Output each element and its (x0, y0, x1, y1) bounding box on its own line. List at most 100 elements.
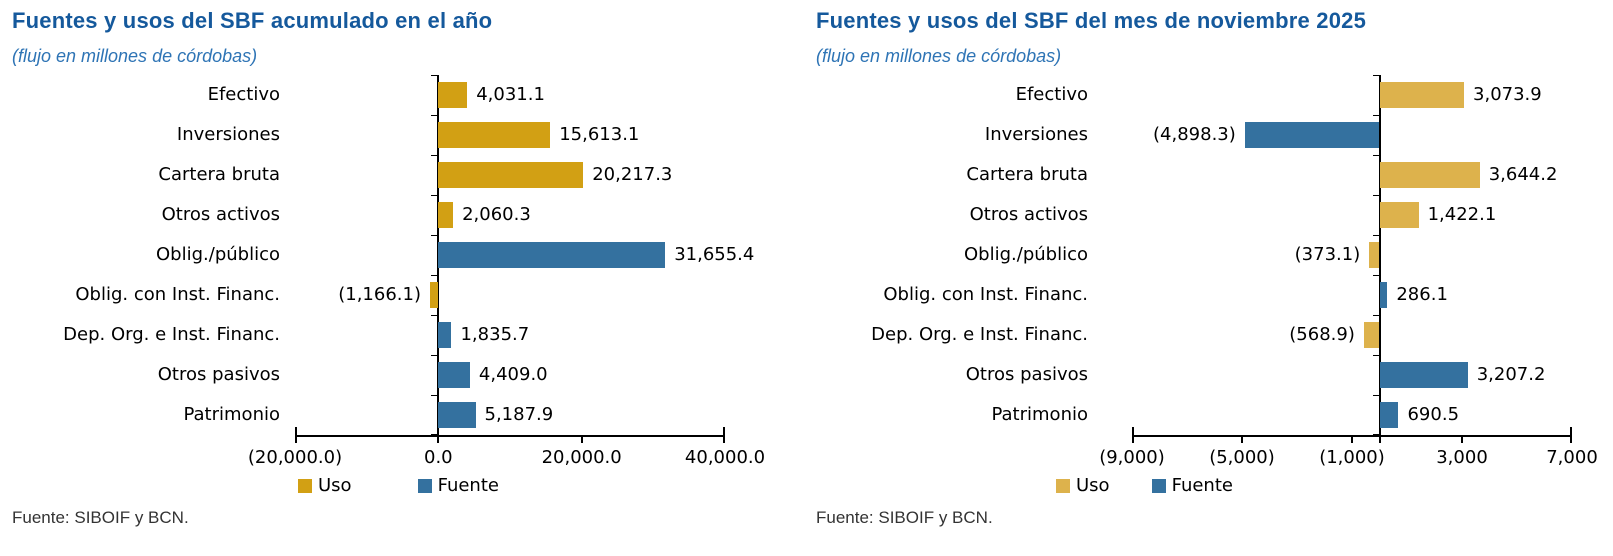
category-axis-tick (1372, 155, 1379, 156)
category-label: Oblig./público (156, 244, 280, 265)
category-label: Patrimonio (991, 404, 1088, 425)
x-axis-tick-label: 7,000 (1546, 447, 1598, 468)
value-label: 3,644.2 (1488, 164, 1558, 185)
category-axis-line (1378, 75, 1381, 443)
legend-item-uso: Uso (1056, 475, 1110, 496)
bar (1369, 242, 1380, 268)
x-axis-tick-label: (1,000) (1319, 447, 1385, 468)
source-note: Fuente: SIBOIF y BCN. (12, 508, 189, 527)
value-label: 4,409.0 (478, 364, 548, 385)
bar (1379, 282, 1388, 308)
x-axis-tick-label: 40,000.0 (684, 447, 766, 468)
legend-swatch (1151, 478, 1166, 493)
x-axis-tick (1461, 435, 1463, 443)
x-axis-end-tick (1132, 427, 1134, 435)
value-label: 2,060.3 (462, 204, 531, 225)
value-label: (4,898.3) (1153, 124, 1236, 145)
category-label: Oblig./público (964, 244, 1088, 265)
category-axis-tick (1372, 355, 1379, 356)
bar (1363, 322, 1380, 348)
x-axis-tick-label: (5,000) (1209, 447, 1275, 468)
bar (1379, 202, 1419, 228)
x-axis-line (295, 435, 725, 437)
value-label: 4,031.1 (476, 84, 545, 105)
x-axis-tick-label: 20,000.0 (541, 447, 622, 468)
bar (1379, 162, 1480, 188)
x-axis-end-tick (295, 427, 297, 435)
category-axis-tick (431, 315, 438, 316)
legend-item-fuente: Fuente (1151, 475, 1233, 496)
x-axis-tick (1570, 435, 1572, 443)
x-axis-tick-label: 0.0 (424, 447, 453, 468)
category-label: Otros pasivos (965, 364, 1088, 385)
x-axis-tick-label: (9,000) (1099, 447, 1165, 468)
x-axis-end-tick (1570, 427, 1572, 435)
category-axis-tick (431, 115, 438, 116)
category-axis-tick (1372, 195, 1379, 196)
value-label: 3,207.2 (1476, 364, 1546, 385)
chart-subtitle: (flujo en millones de córdobas) (816, 46, 1062, 66)
bar (438, 122, 551, 148)
legend-item-fuente: Fuente (417, 475, 499, 496)
value-label: 286.1 (1396, 284, 1448, 305)
legend-swatch (1056, 478, 1070, 493)
category-axis-tick (431, 195, 438, 196)
bar (438, 402, 476, 428)
chart-panel: Fuentes y usos del SBF del mes de noviem… (816, 0, 1613, 556)
legend-swatch (298, 478, 312, 493)
category-axis-tick (1372, 115, 1379, 116)
category-label: Cartera bruta (158, 164, 280, 185)
x-axis-tick-label: 3,000 (1436, 447, 1488, 468)
x-axis-tick (723, 435, 725, 443)
category-label: Otros activos (969, 204, 1088, 225)
bar (438, 362, 470, 388)
value-label: 31,655.4 (674, 244, 755, 265)
chart-title: Fuentes y usos del SBF acumulado en el a… (12, 8, 493, 33)
category-axis-tick (431, 395, 438, 396)
value-label: 5,187.9 (484, 404, 554, 425)
category-label: Dep. Org. e Inst. Financ. (871, 324, 1088, 345)
value-label: 3,073.9 (1473, 84, 1542, 105)
category-label: Cartera bruta (966, 164, 1088, 185)
value-label: (373.1) (1294, 244, 1361, 265)
bar (438, 242, 666, 268)
chart-body: Efectivo Inversiones Cartera bruta Otros ac… (12, 75, 804, 475)
category-label: Efectivo (1015, 84, 1088, 105)
category-axis-tick (1372, 275, 1379, 276)
plot-area: 4,031.1 15,613.1 20,217.3 2,060.3 31,655.4 (1… (248, 75, 765, 475)
category-label: Oblig. con Inst. Financ. (75, 284, 280, 305)
bar (1379, 82, 1465, 108)
x-axis-tick (437, 435, 440, 443)
category-label: Inversiones (984, 124, 1088, 145)
category-axis-tick (431, 155, 438, 156)
value-label: (1,166.1) (338, 284, 421, 305)
category-label: Otros pasivos (157, 364, 280, 385)
bar (438, 162, 584, 188)
category-axis-tick (431, 355, 438, 356)
x-axis-tick (580, 435, 583, 443)
chart-body: Efectivo Inversiones Cartera bruta Otros ac… (816, 75, 1613, 475)
chart-title: Fuentes y usos del SBF del mes de noviem… (816, 8, 1367, 33)
bar (1244, 122, 1380, 148)
legend-item-uso: Uso (298, 475, 352, 496)
bar (438, 82, 468, 108)
category-axis-tick (1372, 395, 1379, 396)
value-label: 15,613.1 (559, 124, 640, 145)
legend-label: Uso (318, 475, 352, 496)
legend: Uso Fuente (298, 475, 499, 496)
category-label: Inversiones (176, 124, 280, 145)
category-axis-tick (431, 275, 438, 276)
plot-area: 3,073.9 (4,898.3) 3,644.2 1,422.1 (373.1) 286… (1099, 75, 1598, 475)
chart-subtitle: (flujo en millones de córdobas) (12, 46, 258, 66)
legend-label: Fuente (437, 475, 499, 496)
value-label: (568.9) (1289, 324, 1355, 345)
bar (438, 322, 452, 348)
legend-label: Fuente (1171, 475, 1233, 496)
x-axis-tick (1132, 435, 1134, 443)
legend: Uso Fuente (1056, 475, 1233, 496)
value-label: 20,217.3 (592, 164, 673, 185)
value-label: 690.5 (1407, 404, 1460, 425)
category-label: Patrimonio (183, 404, 280, 425)
category-axis-tick (431, 235, 438, 236)
category-axis-tick (431, 434, 438, 435)
